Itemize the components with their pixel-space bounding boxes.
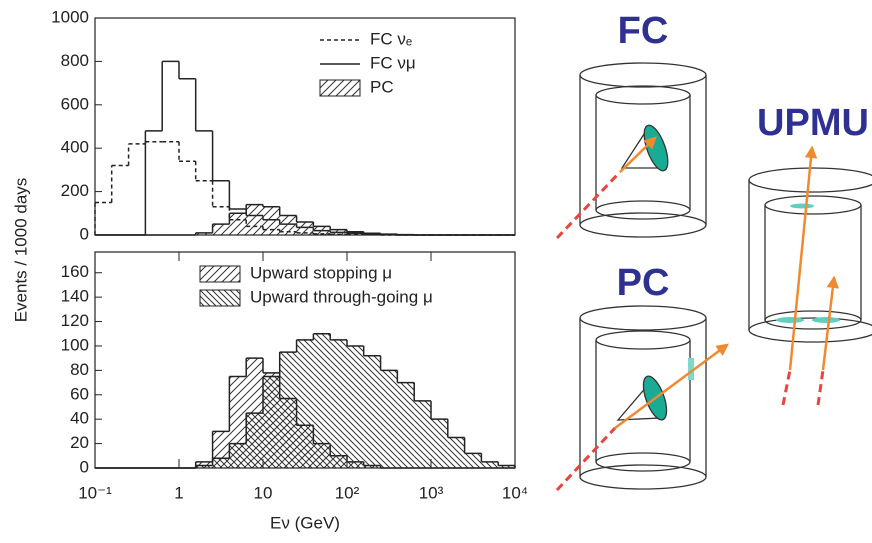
y-tick-label: 600: [61, 94, 89, 113]
hist-bin: [297, 222, 314, 235]
hist-bin: [313, 334, 330, 468]
diagram-label: FC: [618, 10, 669, 52]
hist-bin: [330, 230, 347, 235]
hist-bin: [246, 205, 263, 235]
legend-key: [200, 266, 240, 282]
plot-frame: [95, 18, 515, 235]
hist-bin: [313, 226, 330, 235]
y-axis-label: Events / 1000 days: [11, 178, 30, 323]
y-tick-label: 20: [70, 433, 89, 452]
hist-bin: [347, 346, 364, 468]
diagram-label: PC: [617, 262, 670, 304]
hist-bin: [213, 224, 230, 235]
hist-bin: [397, 383, 414, 468]
y-tick-label: 160: [61, 262, 89, 281]
fc-detector: [557, 63, 706, 238]
hist-bin: [280, 215, 297, 235]
hist-bin: [414, 401, 431, 468]
x-tick-label: 1: [174, 483, 183, 502]
legend-key: [320, 80, 360, 96]
hist-bin: [280, 352, 297, 468]
x-tick-label: 10: [254, 483, 273, 502]
y-tick-label: 0: [80, 457, 89, 476]
x-tick-label: 10³: [419, 483, 444, 502]
pc-detector: [557, 306, 727, 490]
hist-bin: [330, 340, 347, 468]
y-tick-label: 400: [61, 138, 89, 157]
hist-bin: [465, 453, 482, 468]
hist-bin: [364, 356, 381, 468]
y-tick-label: 40: [70, 409, 89, 428]
y-tick-label: 60: [70, 384, 89, 403]
hist-bin: [229, 444, 246, 468]
legend-label: Upward through-going μ: [250, 287, 433, 306]
y-tick-label: 200: [61, 181, 89, 200]
hist-bin: [263, 207, 280, 235]
legend-key: [200, 290, 240, 306]
y-tick-label: 100: [61, 335, 89, 354]
y-tick-label: 800: [61, 51, 89, 70]
y-tick-label: 0: [80, 224, 89, 243]
hist-bin: [213, 458, 230, 468]
legend-label: PC: [370, 77, 394, 96]
diagram-label: UPMU: [757, 102, 869, 144]
x-tick-label: 10²: [335, 483, 360, 502]
hist-bin: [448, 437, 465, 468]
hist-bin: [297, 340, 314, 468]
y-tick-label: 140: [61, 287, 89, 306]
legend-label: FC νμ: [370, 53, 416, 72]
hist-bin: [481, 462, 498, 468]
hist-bin: [246, 413, 263, 468]
y-tick-label: 120: [61, 311, 89, 330]
x-axis-label: Eν (GeV): [270, 513, 340, 532]
legend-label: FC νₑ: [370, 29, 412, 48]
y-tick-label: 80: [70, 360, 89, 379]
upmu-detector: [749, 148, 872, 405]
x-tick-label: 10⁻¹: [78, 483, 112, 502]
hist-bin: [263, 376, 280, 468]
legend-label: Upward stopping μ: [250, 263, 392, 282]
hist-bin: [381, 370, 398, 468]
y-tick-label: 1000: [51, 7, 89, 26]
hist-bin: [431, 419, 448, 468]
hist-bin: [229, 213, 246, 235]
x-tick-label: 10⁴: [502, 483, 528, 502]
